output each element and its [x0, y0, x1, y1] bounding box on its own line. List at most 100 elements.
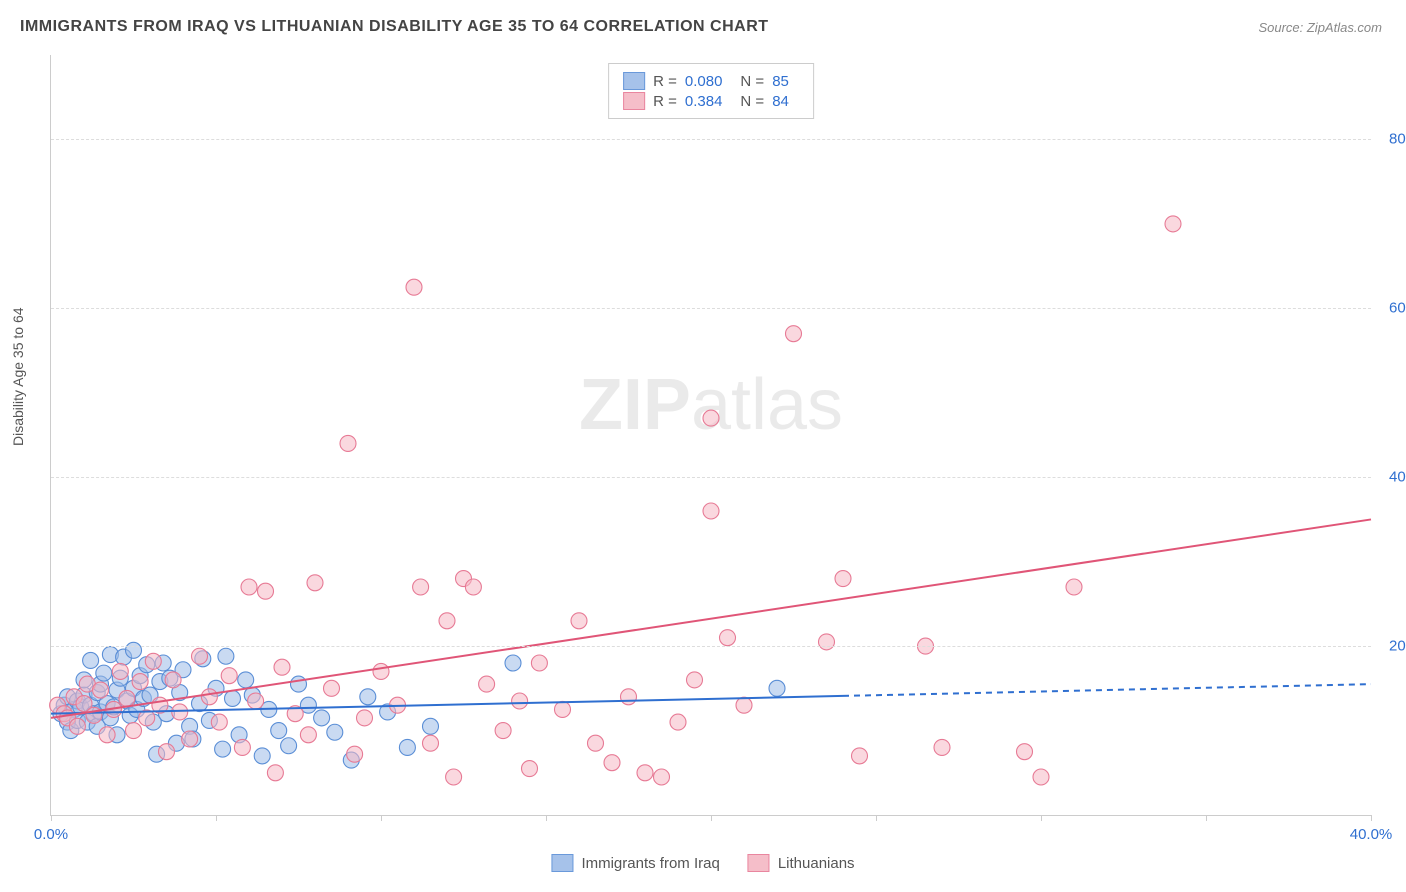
legend-item: Lithuanians	[748, 854, 855, 872]
data-point	[93, 682, 109, 698]
data-point	[145, 653, 161, 669]
data-point	[215, 741, 231, 757]
grid-line	[51, 308, 1371, 309]
data-point	[505, 655, 521, 671]
data-point	[465, 579, 481, 595]
data-point	[112, 663, 128, 679]
x-tick	[1041, 815, 1042, 821]
data-point	[413, 579, 429, 595]
data-point	[211, 714, 227, 730]
data-point	[720, 630, 736, 646]
data-point	[218, 648, 234, 664]
data-point	[201, 689, 217, 705]
data-point	[360, 689, 376, 705]
scatter-svg	[51, 55, 1371, 815]
series-2-name: Lithuanians	[778, 855, 855, 872]
data-point	[423, 735, 439, 751]
y-tick-label: 60.0%	[1375, 300, 1406, 317]
data-point	[159, 744, 175, 760]
data-point	[300, 727, 316, 743]
data-point	[654, 769, 670, 785]
data-point	[238, 672, 254, 688]
data-point	[221, 668, 237, 684]
data-point	[267, 765, 283, 781]
trend-line-extrapolated	[843, 684, 1371, 696]
data-point	[281, 738, 297, 754]
data-point	[769, 680, 785, 696]
data-point	[522, 761, 538, 777]
data-point	[687, 672, 703, 688]
plot-area: ZIPatlas R = 0.080 N = 85 R = 0.384 N = …	[50, 55, 1371, 816]
data-point	[1017, 744, 1033, 760]
data-point	[225, 690, 241, 706]
data-point	[126, 723, 142, 739]
data-point	[835, 571, 851, 587]
data-point	[165, 672, 181, 688]
grid-line	[51, 477, 1371, 478]
data-point	[340, 435, 356, 451]
x-tick	[216, 815, 217, 821]
data-point	[96, 665, 112, 681]
y-tick-label: 80.0%	[1375, 131, 1406, 148]
data-point	[604, 755, 620, 771]
data-point	[83, 652, 99, 668]
grid-line	[51, 139, 1371, 140]
grid-line	[51, 646, 1371, 647]
source-prefix: Source:	[1258, 20, 1306, 35]
x-tick	[51, 815, 52, 821]
x-tick	[546, 815, 547, 821]
data-point	[1165, 216, 1181, 232]
data-point	[736, 697, 752, 713]
data-point	[307, 575, 323, 591]
data-point	[241, 579, 257, 595]
x-tick	[711, 815, 712, 821]
data-point	[621, 689, 637, 705]
data-point	[703, 410, 719, 426]
chart-title: IMMIGRANTS FROM IRAQ VS LITHUANIAN DISAB…	[20, 18, 769, 36]
data-point	[786, 326, 802, 342]
data-point	[670, 714, 686, 730]
data-point	[69, 718, 85, 734]
data-point	[555, 701, 571, 717]
data-point	[274, 659, 290, 675]
x-tick	[1206, 815, 1207, 821]
data-point	[126, 642, 142, 658]
x-tick	[1371, 815, 1372, 821]
data-point	[439, 613, 455, 629]
data-point	[1033, 769, 1049, 785]
x-tick-label: 40.0%	[1350, 826, 1393, 843]
data-point	[1066, 579, 1082, 595]
data-point	[248, 693, 264, 709]
series-legend: Immigrants from Iraq Lithuanians	[551, 854, 854, 872]
data-point	[512, 693, 528, 709]
data-point	[132, 674, 148, 690]
legend-item: Immigrants from Iraq	[551, 854, 719, 872]
x-tick	[876, 815, 877, 821]
data-point	[406, 279, 422, 295]
swatch-series-1	[551, 854, 573, 872]
x-tick-label: 0.0%	[34, 826, 68, 843]
data-point	[119, 690, 135, 706]
data-point	[588, 735, 604, 751]
data-point	[934, 739, 950, 755]
data-point	[357, 710, 373, 726]
data-point	[637, 765, 653, 781]
data-point	[446, 769, 462, 785]
data-point	[172, 704, 188, 720]
data-point	[703, 503, 719, 519]
series-1-name: Immigrants from Iraq	[581, 855, 719, 872]
data-point	[571, 613, 587, 629]
data-point	[234, 739, 250, 755]
source-name: ZipAtlas.com	[1307, 20, 1382, 35]
data-point	[479, 676, 495, 692]
data-point	[182, 731, 198, 747]
y-axis-label: Disability Age 35 to 64	[10, 307, 26, 446]
data-point	[531, 655, 547, 671]
source-attribution: Source: ZipAtlas.com	[1258, 20, 1382, 35]
y-tick-label: 20.0%	[1375, 638, 1406, 655]
trend-line	[51, 696, 843, 714]
data-point	[495, 723, 511, 739]
data-point	[347, 746, 363, 762]
swatch-series-2	[748, 854, 770, 872]
data-point	[258, 583, 274, 599]
